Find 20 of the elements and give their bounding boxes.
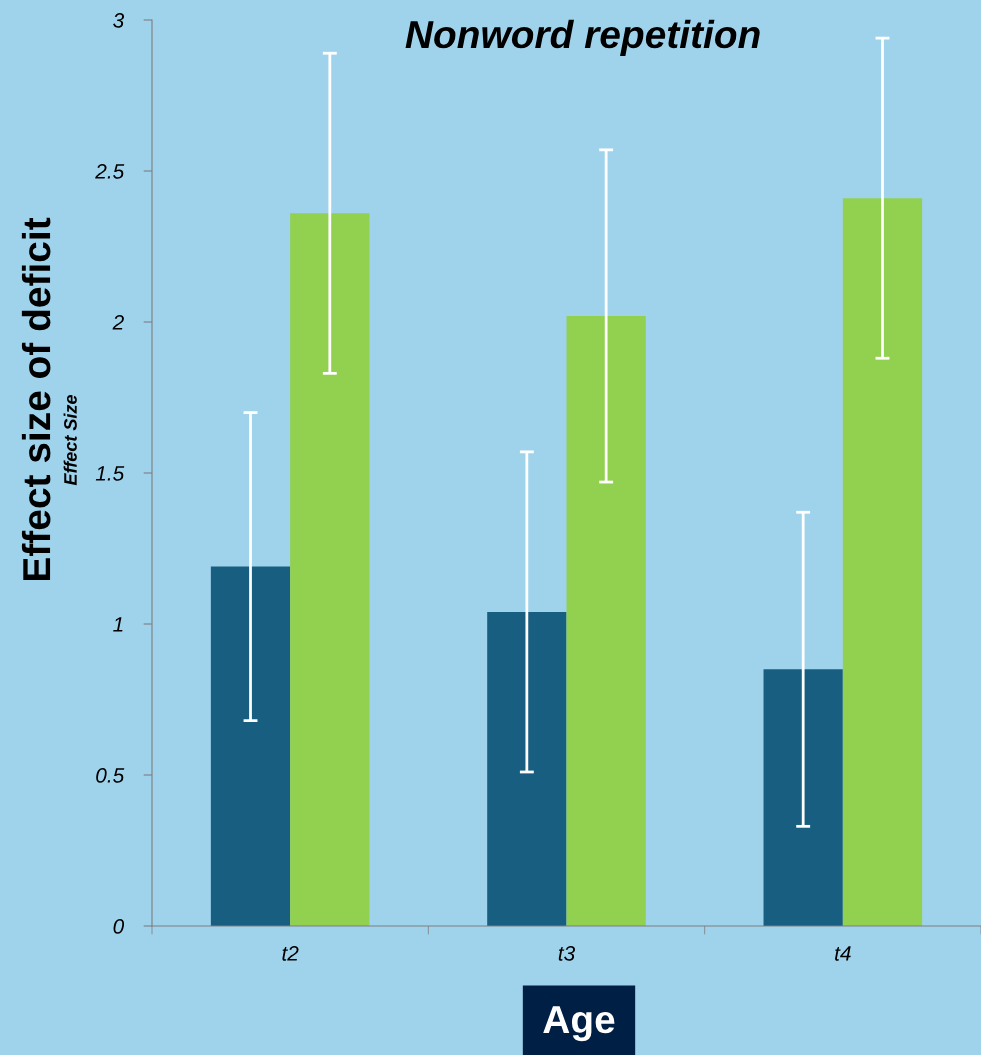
y-tick-label: 2 — [112, 315, 124, 330]
x-tick-label: t4 — [835, 946, 851, 961]
bar — [290, 213, 370, 926]
bar — [210, 566, 291, 926]
x-axis-title: Age — [543, 1006, 615, 1042]
y-axis-title: Effect size of deficit — [21, 217, 51, 580]
y-tick-label: 3 — [113, 13, 125, 28]
y-tick-label: 0.5 — [96, 768, 125, 783]
chart-title: Nonword repetition — [405, 19, 760, 56]
x-tick-label: t3 — [558, 945, 575, 961]
x-tick-label: t2 — [282, 945, 299, 961]
y-tick-label: 1 — [113, 617, 123, 632]
bar — [763, 669, 843, 926]
y-tick-label: 1.5 — [95, 466, 125, 481]
text: Effect Size — [63, 395, 77, 486]
bar — [842, 198, 923, 926]
y-tick-label: 2.5 — [95, 164, 125, 179]
bar — [487, 611, 567, 926]
y-tick-label: 0 — [113, 919, 125, 934]
bar — [566, 315, 646, 926]
